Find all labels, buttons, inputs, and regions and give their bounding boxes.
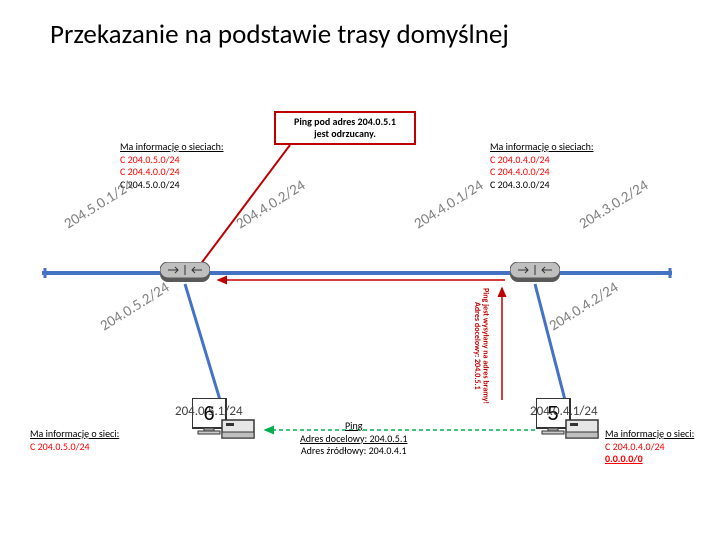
right-router-info: Ma informację o sieciach: C 204.0.4.0/24… [490,141,594,191]
right-route-3: C 204.3.0.0/24 [490,179,594,192]
left-route-2: C 204.4.0.0/24 [120,166,224,179]
ping-title: Ping [300,420,407,433]
router-right [510,262,560,291]
callout-line2: jest odrzucany. [282,128,408,140]
ping-info-center: Ping Adres docelowy: 204.0.5.1 Adres źró… [300,420,407,458]
right-route-2: C 204.4.0.0/24 [490,166,594,179]
left-pc-header: Ma informację o sieci: [30,428,119,441]
right-router-header: Ma informację o sieciach: [490,141,594,154]
left-router-header: Ma informację o sieciach: [120,141,224,154]
left-router-info: Ma informację o sieciach: C 204.0.5.0/24… [120,141,224,191]
iface-br: 204.0.4.1/24 [530,404,598,419]
right-pc-info: Ma informację o sieci: C 204.0.4.0/24 0.… [605,428,694,466]
right-pc-route-2: 0.0.0.0/0 [605,453,694,466]
right-pc-header: Ma informację o sieci: [605,428,694,441]
subnet-ml: 204.0.5.2/24 [97,279,173,336]
ping-src: Adres źródłowy: 204.0.4.1 [300,445,407,458]
callout-reject: Ping pod adres 204.0.5.1 jest odrzucany. [274,111,416,145]
iface-bl: 204.0.5.1/24 [175,404,243,419]
subnet-tl: 204.5.0.1/24 [61,177,137,234]
left-pc-info: Ma informację o sieci: C 204.0.5.0/24 [30,428,119,453]
vertical-ping-text: Ping jest wysyłany na adres bramy!Adres … [472,288,490,404]
page-title: Przekazanie na podstawie trasy domyślnej [50,18,509,51]
subnet-tc2: 204.4.0.1/24 [411,177,487,234]
subnet-tc: 204.4.0.2/24 [233,177,309,234]
left-pc-route: C 204.0.5.0/24 [30,441,119,454]
